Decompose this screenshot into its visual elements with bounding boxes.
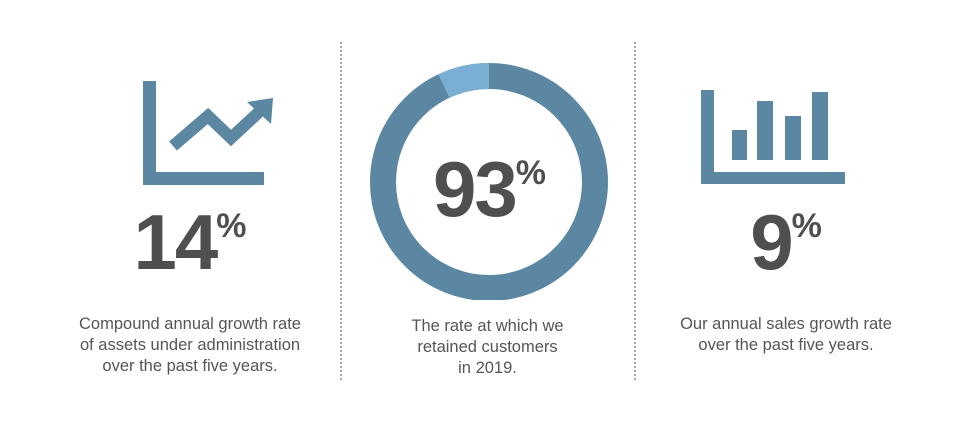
- stat-panel-assets-growth: 14% Compound annual growth rate of asset…: [40, 0, 340, 430]
- donut-ring-not-retained: [438, 63, 490, 99]
- stat-panel-sales-growth: 9% Our annual sales growth rate over the…: [636, 0, 936, 430]
- bar-chart-icon: [701, 90, 845, 184]
- divider-right: [634, 42, 636, 380]
- line-chart-trend-up-icon: [143, 81, 273, 185]
- caption-assets-growth: Compound annual growth rate of assets un…: [79, 315, 301, 375]
- stat-panel-customer-retention: 93% The rate at which we retained custom…: [341, 0, 634, 430]
- stat-value-assets-growth: 14%: [133, 198, 247, 286]
- stat-value-customer-retention: 93%: [433, 145, 546, 233]
- stat-value-sales-growth: 9%: [750, 198, 822, 286]
- divider-left: [340, 42, 342, 380]
- caption-sales-growth: Our annual sales growth rate over the pa…: [680, 315, 892, 354]
- donut-chart-icon: [370, 63, 608, 300]
- caption-customer-retention: The rate at which we retained customers …: [411, 317, 564, 377]
